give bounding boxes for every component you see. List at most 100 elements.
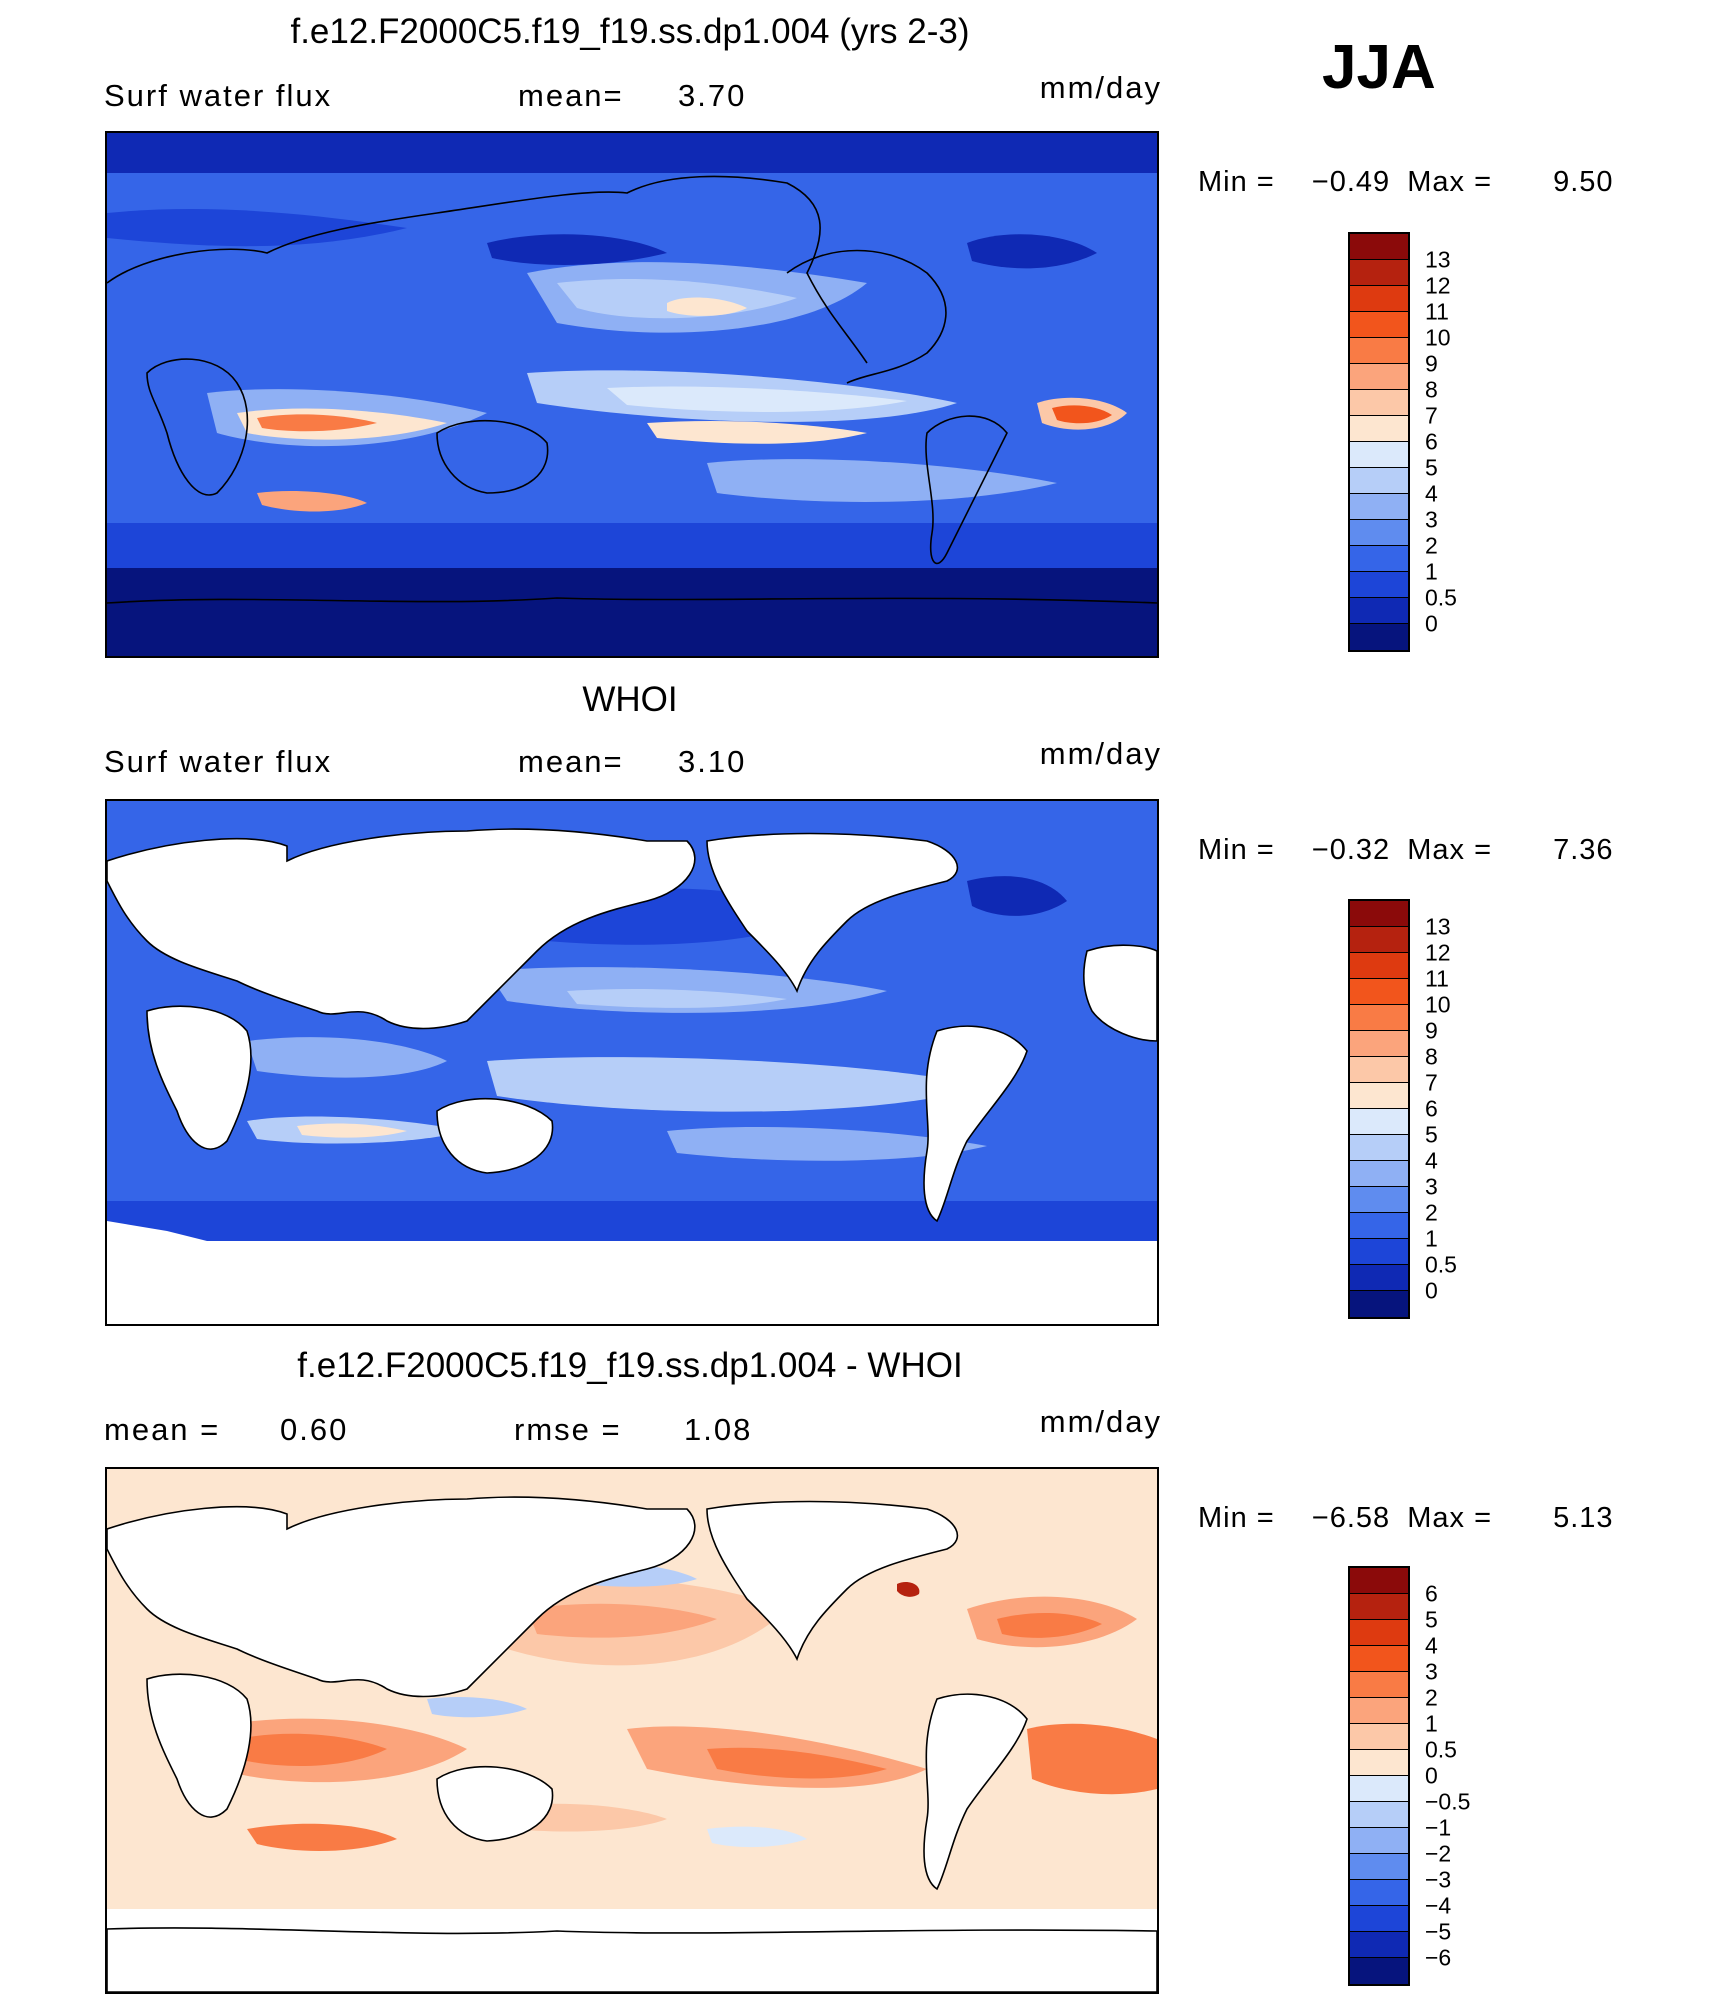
panel-1-min-label: Min = [1198,166,1275,198]
colorbar-tick-label: 11 [1425,298,1449,325]
colorbar-cell [1350,1750,1408,1776]
panel-3-min-value: −6.58 [1311,1502,1391,1534]
colorbar-cell [1350,520,1408,546]
colorbar-cell [1350,338,1408,364]
colorbar-tick-label: 6 [1425,428,1438,455]
colorbar-cell [1350,1958,1408,1984]
colorbar-cell [1350,1776,1408,1802]
panel-3-rmse-label: rmse = [514,1412,622,1447]
colorbar-tick-label: −6 [1425,1944,1452,1971]
panel-2-min-label: Min = [1198,834,1275,866]
panel-3-max-label: Max = [1407,1502,1493,1534]
colorbar-tick-label: 12 [1425,272,1451,299]
colorbar-tick-label: 9 [1425,1017,1438,1044]
colorbar-cell [1350,1854,1408,1880]
panel-3-minmax: Min = −6.58 Max = 5.13 [1198,1502,1614,1535]
colorbar-cell [1350,927,1408,953]
panel-2-units: mm/day [1039,736,1162,771]
panel-1-map [105,131,1159,658]
panel-2-max-value: 7.36 [1553,834,1614,866]
colorbar-cell [1350,1672,1408,1698]
colorbar-cell [1350,1135,1408,1161]
colorbar-cell [1350,901,1408,927]
colorbar-tick-label: −5 [1425,1918,1452,1945]
colorbar-tick-label: 0 [1425,610,1438,637]
colorbar-tick-label: −4 [1425,1892,1452,1919]
panel-2-variable-label: Surf water flux [104,744,333,779]
colorbar-tick-label: −3 [1425,1866,1452,1893]
colorbar-tick-label: −2 [1425,1840,1452,1867]
colorbar-tick-label: 7 [1425,1069,1438,1096]
panel-1-mean-value: 3.70 [678,78,747,113]
colorbar-tick-label: 0.5 [1425,1251,1457,1278]
panel-3-colorbar [1348,1566,1410,1986]
colorbar-tick-label: 8 [1425,1043,1438,1070]
panel-2-min-value: −0.32 [1311,834,1391,866]
colorbar-cell [1350,624,1408,650]
colorbar-cell [1350,1187,1408,1213]
panel-1-max-value: 9.50 [1553,166,1614,198]
panel-1-mean-label: mean= [518,78,624,113]
colorbar-tick-label: 4 [1425,1632,1438,1659]
colorbar-tick-label: 5 [1425,1606,1438,1633]
colorbar-tick-label: 1 [1425,558,1438,585]
colorbar-cell [1350,1109,1408,1135]
colorbar-tick-label: −0.5 [1425,1788,1471,1815]
colorbar-cell [1350,1594,1408,1620]
colorbar-tick-label: 0.5 [1425,1736,1457,1763]
colorbar-tick-label: 6 [1425,1580,1438,1607]
colorbar-tick-label: 8 [1425,376,1438,403]
panel-3-rmse-value: 1.08 [684,1412,753,1447]
colorbar-cell [1350,1083,1408,1109]
colorbar-cell [1350,1265,1408,1291]
panel-2-colorbar [1348,899,1410,1319]
colorbar-tick-label: 9 [1425,350,1438,377]
colorbar-cell [1350,1880,1408,1906]
colorbar-tick-label: 3 [1425,1173,1438,1200]
panel-2-map [105,799,1159,1326]
colorbar-tick-label: −1 [1425,1814,1452,1841]
colorbar-cell [1350,1828,1408,1854]
panel-1-max-label: Max = [1407,166,1493,198]
panel-3-min-label: Min = [1198,1502,1275,1534]
colorbar-cell [1350,979,1408,1005]
colorbar-tick-label: 7 [1425,402,1438,429]
colorbar-tick-label: 2 [1425,1199,1438,1226]
colorbar-tick-label: 1 [1425,1710,1438,1737]
panel-3-mean-value: 0.60 [280,1412,349,1447]
colorbar-cell [1350,1568,1408,1594]
panel-1-units: mm/day [1039,70,1162,105]
colorbar-tick-label: 0 [1425,1277,1438,1304]
panel-2-mean-value: 3.10 [678,744,747,779]
colorbar-tick-label: 5 [1425,454,1438,481]
panel-3-mean-label: mean = [104,1412,221,1447]
colorbar-tick-label: 2 [1425,532,1438,559]
panel-3-max-value: 5.13 [1553,1502,1614,1534]
colorbar-cell [1350,442,1408,468]
colorbar-cell [1350,1724,1408,1750]
panel-1-minmax: Min = −0.49 Max = 9.50 [1198,166,1614,199]
colorbar-cell [1350,1932,1408,1958]
colorbar-cell [1350,572,1408,598]
colorbar-tick-label: 3 [1425,1658,1438,1685]
colorbar-cell [1350,1620,1408,1646]
panel-3-title: f.e12.F2000C5.f19_f19.ss.dp1.004 - WHOI [297,1346,963,1385]
colorbar-cell [1350,1005,1408,1031]
colorbar-cell [1350,1802,1408,1828]
colorbar-tick-label: 4 [1425,1147,1438,1174]
colorbar-cell [1350,1698,1408,1724]
colorbar-cell [1350,598,1408,624]
colorbar-cell [1350,468,1408,494]
colorbar-cell [1350,1906,1408,1932]
colorbar-cell [1350,1161,1408,1187]
panel-2-mean-label: mean= [518,744,624,779]
colorbar-cell [1350,1031,1408,1057]
colorbar-tick-label: 0.5 [1425,584,1457,611]
colorbar-tick-label: 1 [1425,1225,1438,1252]
panel-2-max-label: Max = [1407,834,1493,866]
colorbar-cell [1350,953,1408,979]
panel-2-title: WHOI [582,680,678,719]
colorbar-cell [1350,260,1408,286]
panel-3-map [105,1467,1159,1994]
colorbar-cell [1350,416,1408,442]
